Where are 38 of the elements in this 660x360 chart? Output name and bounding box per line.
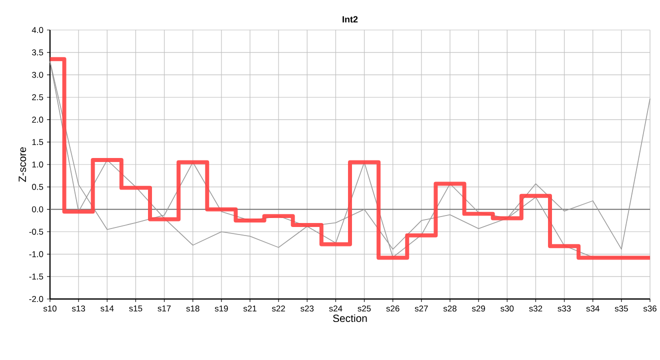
- y-tick-label: 1.5: [32, 139, 44, 146]
- x-tick-label: s26: [386, 306, 400, 312]
- x-tick-label: s32: [529, 306, 542, 312]
- x-tick-label: s23: [300, 306, 314, 312]
- x-tick-label: s27: [414, 306, 428, 312]
- x-tick-label: s17: [158, 306, 171, 312]
- y-tick-label: -1.5: [29, 274, 44, 280]
- y-tick-label: 1.0: [32, 162, 44, 168]
- x-tick-label: s10: [43, 306, 56, 312]
- x-tick-label: s13: [72, 306, 86, 312]
- chart-title: Int2: [342, 16, 358, 22]
- y-tick-label: -1.0: [29, 251, 44, 258]
- x-tick-label: s15: [129, 306, 142, 312]
- y-tick-label: 0.0: [32, 206, 44, 212]
- y-tick-label: 2.5: [32, 94, 44, 100]
- x-tick-label: s34: [586, 306, 600, 312]
- x-tick-label: s18: [186, 306, 200, 312]
- y-tick-label: -0.5: [29, 228, 44, 235]
- x-tick-label: s29: [472, 306, 486, 312]
- x-tick-label: s30: [500, 306, 514, 312]
- x-tick-label: s28: [443, 306, 456, 312]
- x-tick-label: s35: [614, 306, 628, 312]
- y-tick-label: 0.5: [32, 184, 44, 190]
- y-tick-label: 4.0: [32, 27, 44, 33]
- x-tick-label: s24: [329, 306, 342, 312]
- x-tick-label: s36: [643, 306, 656, 312]
- x-tick-label: s25: [358, 306, 371, 312]
- y-axis-title: Z-score: [18, 147, 26, 182]
- x-axis-title: Section: [333, 314, 367, 322]
- x-tick-label: s19: [214, 306, 228, 312]
- x-tick-label: s33: [558, 306, 571, 312]
- x-tick-label: s22: [272, 306, 285, 312]
- y-tick-label: 3.0: [32, 72, 44, 78]
- y-tick-label: -2.0: [29, 296, 44, 302]
- x-tick-label: s14: [100, 306, 114, 312]
- x-tick-label: s21: [243, 306, 256, 312]
- y-tick-label: 2.0: [32, 116, 44, 123]
- y-tick-label: 3.5: [32, 49, 44, 56]
